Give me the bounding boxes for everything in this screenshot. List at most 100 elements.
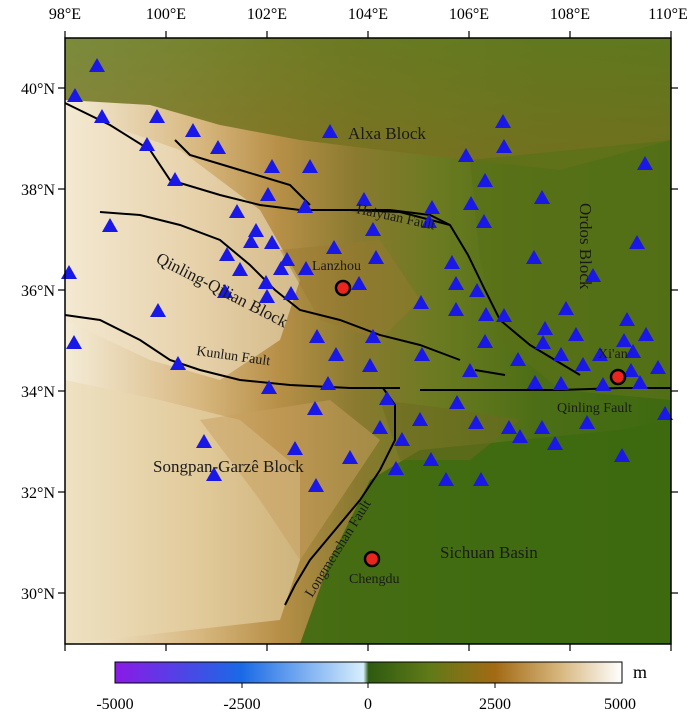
station-triangle-icon <box>527 375 543 389</box>
station-triangle-icon <box>170 356 186 370</box>
station-triangle-icon <box>413 295 429 309</box>
station-triangle-icon <box>495 114 511 128</box>
lat-tick-label: 36°N <box>21 283 55 300</box>
region-label-ordos: Ordos Block <box>576 203 595 290</box>
station-triangle-icon <box>477 334 493 348</box>
city-marker-lanzhou <box>334 279 352 297</box>
station-triangle-icon <box>438 472 454 486</box>
station-triangle-icon <box>351 276 367 290</box>
region-label-sichuan: Sichuan Basin <box>440 543 538 562</box>
station-triangle-icon <box>258 275 274 289</box>
station-triangle-icon <box>553 347 569 361</box>
station-triangle-icon <box>575 357 591 371</box>
station-triangle-icon <box>66 335 82 349</box>
station-triangle-icon <box>501 420 517 434</box>
station-triangle-icon <box>534 420 550 434</box>
haiyuan-fault <box>350 209 581 376</box>
station-triangle-icon <box>625 344 641 358</box>
station-triangle-icon <box>448 302 464 316</box>
station-triangle-icon <box>139 137 155 151</box>
station-triangle-icon <box>368 250 384 264</box>
station-triangle-icon <box>632 375 648 389</box>
station-triangle-icon <box>362 358 378 372</box>
station-triangle-icon <box>568 327 584 341</box>
station-triangle-icon <box>273 261 289 275</box>
station-triangle-icon <box>229 204 245 218</box>
station-triangle-icon <box>260 187 276 201</box>
station-triangle-icon <box>308 478 324 492</box>
lat-tick-label: 40°N <box>21 81 55 98</box>
station-triangle-icon <box>423 452 439 466</box>
station-triangle-icon <box>414 347 430 361</box>
station-triangle-icon <box>287 441 303 455</box>
station-triangle-icon <box>372 420 388 434</box>
qilian-fault <box>99 211 461 361</box>
colorbar-tick-label: 5000 <box>604 696 636 713</box>
colorbar-tick-label: -2500 <box>223 696 260 713</box>
lat-tick-label: 30°N <box>21 586 55 603</box>
lon-tick-label: 110°E <box>648 6 688 23</box>
colorbar-tick-label: -5000 <box>96 696 133 713</box>
station-triangle-icon <box>421 214 437 228</box>
lat-tick-label: 38°N <box>21 182 55 199</box>
station-triangle-icon <box>448 276 464 290</box>
station-triangle-icon <box>217 284 233 298</box>
station-triangle-icon <box>297 199 313 213</box>
station-triangle-icon <box>309 329 325 343</box>
station-triangle-icon <box>458 148 474 162</box>
station-triangle-icon <box>585 268 601 282</box>
lat-tick-label: 32°N <box>21 485 55 502</box>
city-marker-chengdu <box>363 550 381 568</box>
station-triangle-icon <box>629 235 645 249</box>
station-triangle-icon <box>243 234 259 248</box>
station-triangle-icon <box>535 335 551 349</box>
station-triangle-icon <box>512 429 528 443</box>
lon-tick-label: 108°E <box>550 6 590 23</box>
station-triangle-icon <box>259 289 275 303</box>
station-triangle-icon <box>167 172 183 186</box>
station-triangle-icon <box>283 286 299 300</box>
station-triangle-icon <box>638 327 654 341</box>
station-triangle-icon <box>595 377 611 391</box>
station-triangle-icon <box>547 436 563 450</box>
station-triangle-icon <box>328 347 344 361</box>
station-triangle-icon <box>537 321 553 335</box>
station-triangle-icon <box>496 139 512 153</box>
lon-tick-label: 98°E <box>49 6 81 23</box>
station-triangle-icon <box>412 412 428 426</box>
station-triangle-icon <box>322 124 338 138</box>
lon-tick-label: 104°E <box>348 6 388 23</box>
station-triangle-icon <box>102 218 118 232</box>
station-triangle-icon <box>298 261 314 275</box>
axis-ticks <box>58 31 678 651</box>
lon-tick-label: 100°E <box>146 6 186 23</box>
lat-tick-labels: 40°N 38°N 36°N 34°N 32°N 30°N <box>21 81 55 603</box>
seismic-stations <box>61 58 673 492</box>
station-triangle-icon <box>150 303 166 317</box>
city-label-chengdu: Chengdu <box>349 572 400 587</box>
station-triangle-icon <box>526 250 542 264</box>
station-triangle-icon <box>342 450 358 464</box>
colorbar-ticks <box>241 683 496 688</box>
station-triangle-icon <box>365 222 381 236</box>
station-triangle-icon <box>558 301 574 315</box>
station-triangle-icon <box>388 461 404 475</box>
longmenshan-fault <box>284 387 396 606</box>
station-triangle-icon <box>307 401 323 415</box>
colorbar-tick-label: 2500 <box>479 696 511 713</box>
station-triangle-icon <box>424 200 440 214</box>
qilian-fault-east <box>474 369 506 376</box>
station-triangle-icon <box>614 448 630 462</box>
colorbar-unit-label: m <box>633 662 647 682</box>
city-label-xian: Xi'an <box>598 347 628 362</box>
station-triangle-icon <box>478 307 494 321</box>
city-label-lanzhou: Lanzhou <box>312 259 361 274</box>
station-triangle-icon <box>248 223 264 237</box>
station-triangle-icon <box>592 347 608 361</box>
station-triangle-icon <box>149 109 165 123</box>
station-triangle-icon <box>67 88 83 102</box>
lon-tick-labels: 98°E 100°E 102°E 104°E 106°E 108°E 110°E <box>49 6 688 23</box>
station-triangle-icon <box>473 472 489 486</box>
station-triangle-icon <box>477 173 493 187</box>
colorbar-gradient <box>114 661 623 684</box>
